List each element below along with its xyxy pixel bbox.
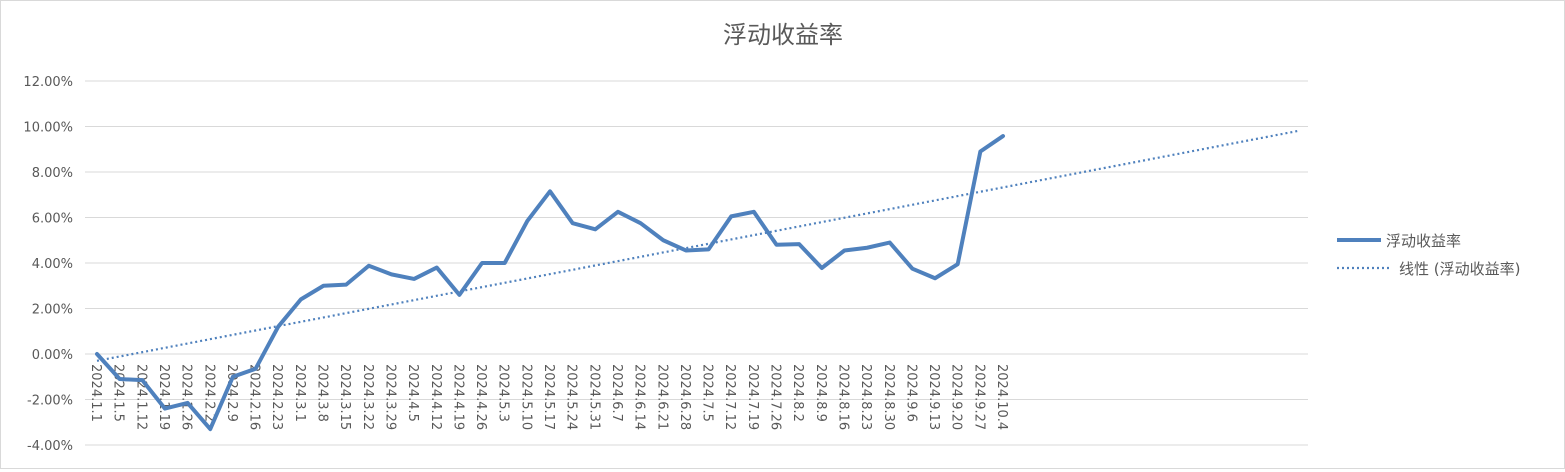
x-tick-label: 2024.3.22 [360,364,375,430]
x-tick-label: 2024.3.8 [315,364,330,422]
x-tick-label: 2024.4.5 [405,364,420,422]
series-group [95,129,1298,432]
x-tick-label: 2024.7.5 [700,364,715,422]
x-tick-label: 2024.8.30 [881,364,896,430]
x-tick-label: 2024.5.31 [586,364,601,430]
y-tick-label: 6.00% [32,212,73,227]
x-tick-label: 2024.4.19 [450,364,465,430]
x-tick-label: 2024.1.26 [179,364,194,430]
x-tick-label: 2024.4.26 [473,364,488,430]
x-tick-label: 2024.9.27 [971,364,986,430]
x-tick-label: 2024.6.7 [609,364,624,422]
x-axis: 2024.1.1 2024.1.5 2024.1.12 2024.1.19 2024.1… [88,364,1009,430]
y-tick-label: 0.00% [32,348,73,363]
x-tick-label: 2024.5.10 [518,364,533,430]
y-tick-label: 8.00% [32,166,73,181]
x-tick-label: 2024.5.17 [541,364,556,430]
x-tick-label: 2024.1.1 [88,364,103,422]
x-tick-label: 2024.9.20 [949,364,964,430]
x-tick-label: 2024.2.23 [269,364,284,430]
x-tick-label: 2024.1.19 [156,364,171,430]
x-tick-label: 2024.9.13 [926,364,941,430]
x-tick-label: 2024.1.12 [133,364,148,430]
y-axis: -4.00% -2.00% 0.00% 2.00% 4.00% 6.00% 8.00% 10.… [23,75,73,454]
legend-label-series: 浮动收益率 [1386,232,1461,250]
x-tick-label: 2024.5.3 [496,364,511,422]
legend: 浮动收益率 线性 (浮动收益率) [1337,232,1520,278]
y-tick-label: 4.00% [32,257,73,272]
trendline-linear [96,129,1298,362]
x-tick-label: 2024.5.24 [564,364,579,430]
x-tick-label: 2024.8.2 [790,364,805,422]
y-tick-label: -4.00% [27,439,73,454]
y-tick-label: 2.00% [32,303,73,318]
y-tick-label: 10.00% [23,121,73,136]
x-tick-label: 2024.8.16 [835,364,850,430]
grid-lines [85,80,1308,446]
x-tick-label: 2024.7.26 [768,364,783,430]
x-tick-label: 2024.10.4 [994,364,1009,430]
x-tick-label: 2024.7.19 [745,364,760,430]
x-tick-label: 2024.6.14 [632,364,647,430]
y-tick-label: -2.00% [27,394,73,409]
x-tick-label: 2024.2.9 [224,364,239,422]
x-tick-label: 2024.4.12 [428,364,443,430]
legend-label-trendline: 线性 (浮动收益率) [1399,260,1520,278]
x-tick-label: 2024.2.16 [247,364,262,430]
x-tick-label: 2024.7.12 [722,364,737,430]
x-tick-label: 2024.2.2 [201,364,216,422]
x-tick-label: 2024.6.21 [654,364,669,430]
x-tick-label: 2024.9.6 [903,364,918,422]
x-tick-label: 2024.6.28 [677,364,692,430]
x-tick-label: 2024.8.9 [813,364,828,422]
x-tick-label: 2024.8.23 [858,364,873,430]
series-line-floating-return [95,134,1005,432]
chart-title: 浮动收益率 [723,21,843,49]
x-tick-label: 2024.3.1 [292,364,307,422]
y-tick-label: 12.00% [23,75,73,90]
x-tick-label: 2024.3.15 [337,364,352,430]
x-tick-label: 2024.3.29 [382,364,397,430]
